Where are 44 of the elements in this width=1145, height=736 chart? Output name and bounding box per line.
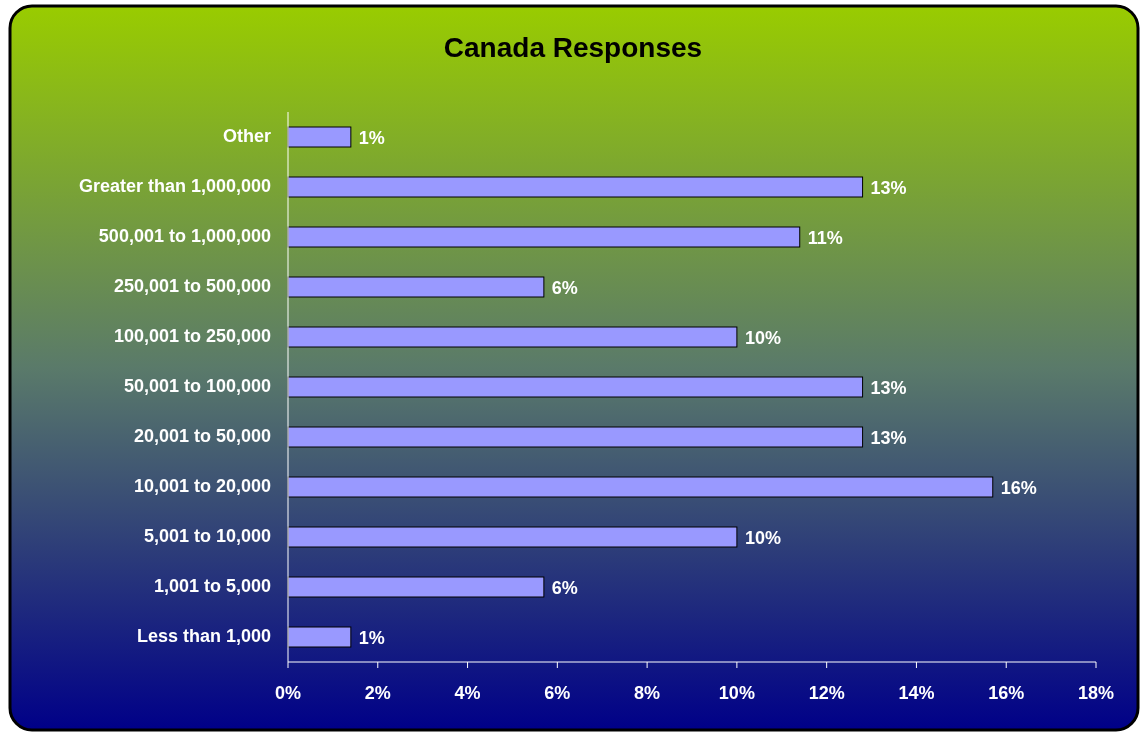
data-label: 1% <box>358 627 385 648</box>
chart-title: Canada Responses <box>443 32 703 64</box>
x-tick-label: 0% <box>274 682 302 703</box>
data-label: 1% <box>358 127 385 148</box>
bar <box>287 626 352 648</box>
data-label: 6% <box>551 577 578 598</box>
bar <box>287 326 738 348</box>
bar <box>287 426 864 448</box>
data-label: 13% <box>870 377 907 398</box>
x-tick-label: 6% <box>544 682 571 703</box>
bar <box>287 576 545 598</box>
x-tick-label: 8% <box>634 682 661 703</box>
y-tick-label: 250,001 to 500,000 <box>113 275 271 296</box>
data-label: 13% <box>870 177 907 198</box>
bar <box>287 176 864 198</box>
x-tick-label: 18% <box>1077 682 1115 703</box>
y-tick-label: 1,001 to 5,000 <box>153 575 271 596</box>
y-tick-label: 100,001 to 250,000 <box>113 325 271 346</box>
bar <box>287 376 864 398</box>
bar <box>287 526 738 548</box>
data-label: 11% <box>807 227 843 248</box>
data-label: 13% <box>870 427 907 448</box>
x-tick-label: 10% <box>718 682 755 703</box>
y-tick-label: 50,001 to 100,000 <box>123 375 271 396</box>
x-tick-label: 2% <box>364 682 391 703</box>
y-tick-label: Less than 1,000 <box>136 625 271 646</box>
y-tick-label: Other <box>222 125 271 146</box>
data-label: 16% <box>1000 477 1037 498</box>
y-tick-label: 10,001 to 20,000 <box>133 475 271 496</box>
x-tick-label: 12% <box>808 682 845 703</box>
y-tick-label: Greater than 1,000,000 <box>78 175 271 196</box>
bar <box>287 476 994 498</box>
x-tick-label: 4% <box>454 682 481 703</box>
bar <box>287 226 801 248</box>
data-label: 6% <box>551 277 578 298</box>
x-tick-label: 16% <box>988 682 1025 703</box>
y-tick-label: 5,001 to 10,000 <box>143 525 271 546</box>
y-tick-label: 500,001 to 1,000,000 <box>98 225 271 246</box>
data-label: 10% <box>744 327 781 348</box>
data-label: 10% <box>744 527 781 548</box>
bar <box>287 276 545 298</box>
x-tick-label: 14% <box>898 682 935 703</box>
y-tick-label: 20,001 to 50,000 <box>133 425 271 446</box>
bar <box>287 126 352 148</box>
